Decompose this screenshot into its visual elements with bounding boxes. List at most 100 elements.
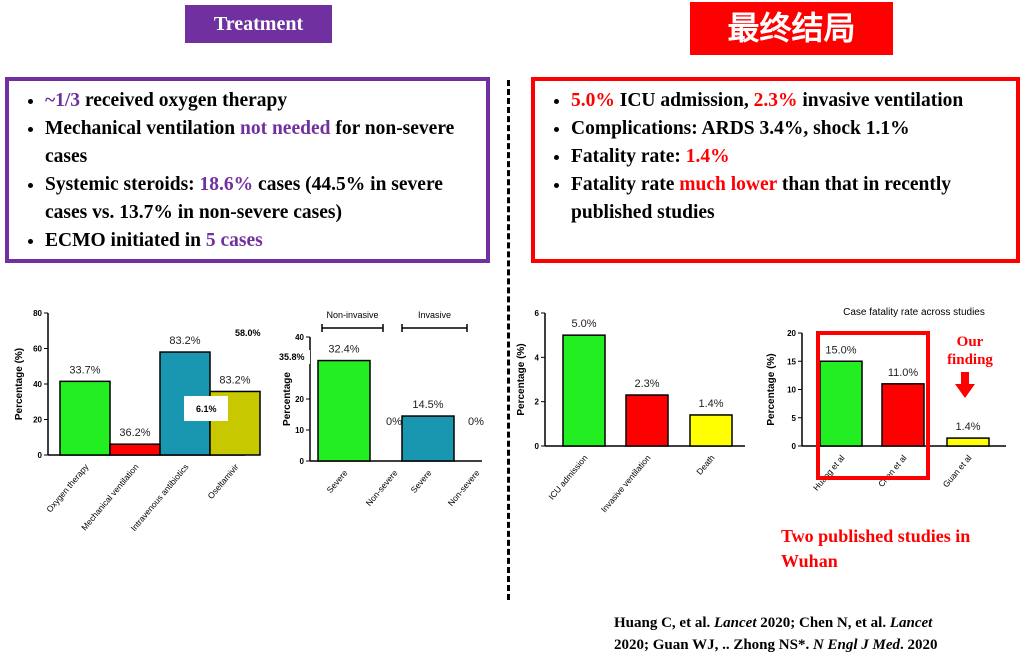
treatment-list: ~1/3 received oxygen therapyMechanical v… <box>21 87 476 255</box>
bullet-text: not needed <box>239 118 331 139</box>
data-label: 0% <box>386 416 402 428</box>
bullet-text: than that in recently published studies <box>571 174 952 223</box>
outcome-box: 5.0% ICU admission, 2.3% invasive ventil… <box>531 77 1020 263</box>
y-tick-label: 4 <box>535 353 540 362</box>
y-tick-label: 80 <box>33 309 42 318</box>
bullet-text: for non-severe cases <box>45 118 455 167</box>
two-studies-label: Two published studies in Wuhan <box>781 526 971 571</box>
x-tick-label: Intravenous antibiotics <box>129 462 191 533</box>
reference: Huang C, et al. Lancet 2020; Chen N, et … <box>614 612 1024 656</box>
ref-text: Huang C, et al. <box>614 615 715 631</box>
y-tick-label: 0 <box>300 457 305 466</box>
chart-title: Case fatality rate across studies <box>843 307 985 318</box>
bullet-text: 5.0% <box>571 90 615 111</box>
bar <box>819 360 863 447</box>
x-tick-label: Oxygen therapy <box>44 461 91 514</box>
ref-journal: Lancet <box>889 615 933 631</box>
bullet-text: ECMO initiated in <box>45 230 206 251</box>
bullet-text: 1.4% <box>685 146 730 167</box>
data-label: 5.0% <box>571 318 596 330</box>
bar <box>881 383 925 447</box>
overlay-box <box>184 396 228 421</box>
overlay-box <box>276 350 310 364</box>
y-tick-label: 10 <box>787 386 796 395</box>
data-label: 83.2% <box>219 374 250 386</box>
x-tick-label: Death <box>694 453 716 477</box>
x-tick-label: ICU admission <box>546 453 589 502</box>
x-tick-label: Guan et al <box>941 453 974 490</box>
group-label: Invasive <box>418 310 451 320</box>
bullet-item: Fatality rate: 1.4% <box>571 143 1006 171</box>
divider <box>507 80 510 600</box>
bullet-text: much lower <box>679 174 777 195</box>
treatment-box: ~1/3 received oxygen therapyMechanical v… <box>5 77 490 263</box>
y-tick-label: 0 <box>535 442 540 451</box>
y-tick-label: 6 <box>535 309 540 318</box>
bullet-text: cases (44.5% in severe cases vs. 13.7% i… <box>45 174 443 223</box>
bullet-text: received oxygen therapy <box>80 90 288 111</box>
y-tick-label: 20 <box>33 416 42 425</box>
ref-text: . 2020 <box>900 637 938 653</box>
data-label: 1.4% <box>955 421 980 433</box>
x-tick-label: Invasive ventilation <box>599 453 653 515</box>
bar <box>689 414 733 447</box>
bullet-item: Fatality rate much lower than that in re… <box>571 171 1006 227</box>
overlay-label: 35.8% <box>279 352 305 362</box>
bullet-item: ECMO initiated in 5 cases <box>45 227 476 255</box>
data-label: 32.4% <box>328 344 359 356</box>
ref-journal: N Engl J Med <box>812 637 901 653</box>
bullet-text: 5 cases <box>205 230 263 251</box>
x-tick-label: Severe <box>325 468 350 495</box>
bar <box>109 443 161 456</box>
treatment-header: Treatment <box>185 5 332 43</box>
bullet-text: 18.6% <box>199 174 254 195</box>
x-tick-label: Non-severe <box>446 468 482 508</box>
y-axis-label: Percentage <box>282 372 293 426</box>
y-tick-label: 0 <box>792 442 797 451</box>
bar <box>625 394 669 447</box>
bullet-text: Mechanical ventilation <box>45 118 240 139</box>
bullet-text: ~1/3 <box>45 90 81 111</box>
data-label: 11.0% <box>888 367 919 379</box>
data-label: 1.4% <box>698 398 723 410</box>
outcome-list: 5.0% ICU admission, 2.3% invasive ventil… <box>547 87 1006 227</box>
data-label: 0% <box>468 416 484 428</box>
bullet-text: invasive ventilation <box>797 90 964 111</box>
overlay-label: 6.1% <box>196 404 217 414</box>
x-tick-label: Oseltamivir <box>206 462 241 501</box>
y-tick-label: 2 <box>535 398 540 407</box>
bullet-item: 5.0% ICU admission, 2.3% invasive ventil… <box>571 87 1006 115</box>
y-tick-label: 20 <box>295 395 304 404</box>
down-arrow-icon <box>955 384 975 398</box>
bar <box>562 334 606 447</box>
data-label: 15.0% <box>825 344 856 356</box>
data-label: 36.2% <box>119 427 150 439</box>
x-tick-label: Severe <box>409 468 434 495</box>
down-arrow-icon <box>961 372 969 384</box>
bar <box>946 437 990 447</box>
x-tick-label: Non-severe <box>364 468 400 508</box>
y-axis-label: Percentage (%) <box>516 343 527 415</box>
bullet-text: Complications: ARDS 3.4%, shock 1.1% <box>571 118 910 139</box>
bullet-text: Fatality rate: <box>571 146 686 167</box>
bullet-item: Mechanical ventilation not needed for no… <box>45 115 476 171</box>
bullet-item: Systemic steroids: 18.6% cases (44.5% in… <box>45 171 476 227</box>
y-axis-label: Percentage (%) <box>766 353 777 425</box>
y-tick-label: 20 <box>787 329 796 338</box>
bullet-text: Systemic steroids: <box>45 174 200 195</box>
y-tick-label: 0 <box>38 451 43 460</box>
our-finding-label: Our finding <box>947 334 993 368</box>
y-tick-label: 10 <box>295 426 304 435</box>
bullet-item: ~1/3 received oxygen therapy <box>45 87 476 115</box>
overlay-label: 58.0% <box>235 328 261 338</box>
bar <box>317 359 371 462</box>
bullet-text: Fatality rate <box>571 174 680 195</box>
data-label: 83.2% <box>169 335 200 347</box>
highlight-box <box>816 331 930 480</box>
y-tick-label: 5 <box>792 414 797 423</box>
y-tick-label: 60 <box>33 345 42 354</box>
data-label: 2.3% <box>634 378 659 390</box>
bullet-text: 2.3% <box>753 90 798 111</box>
outcome-header: 最终结局 <box>690 2 893 55</box>
